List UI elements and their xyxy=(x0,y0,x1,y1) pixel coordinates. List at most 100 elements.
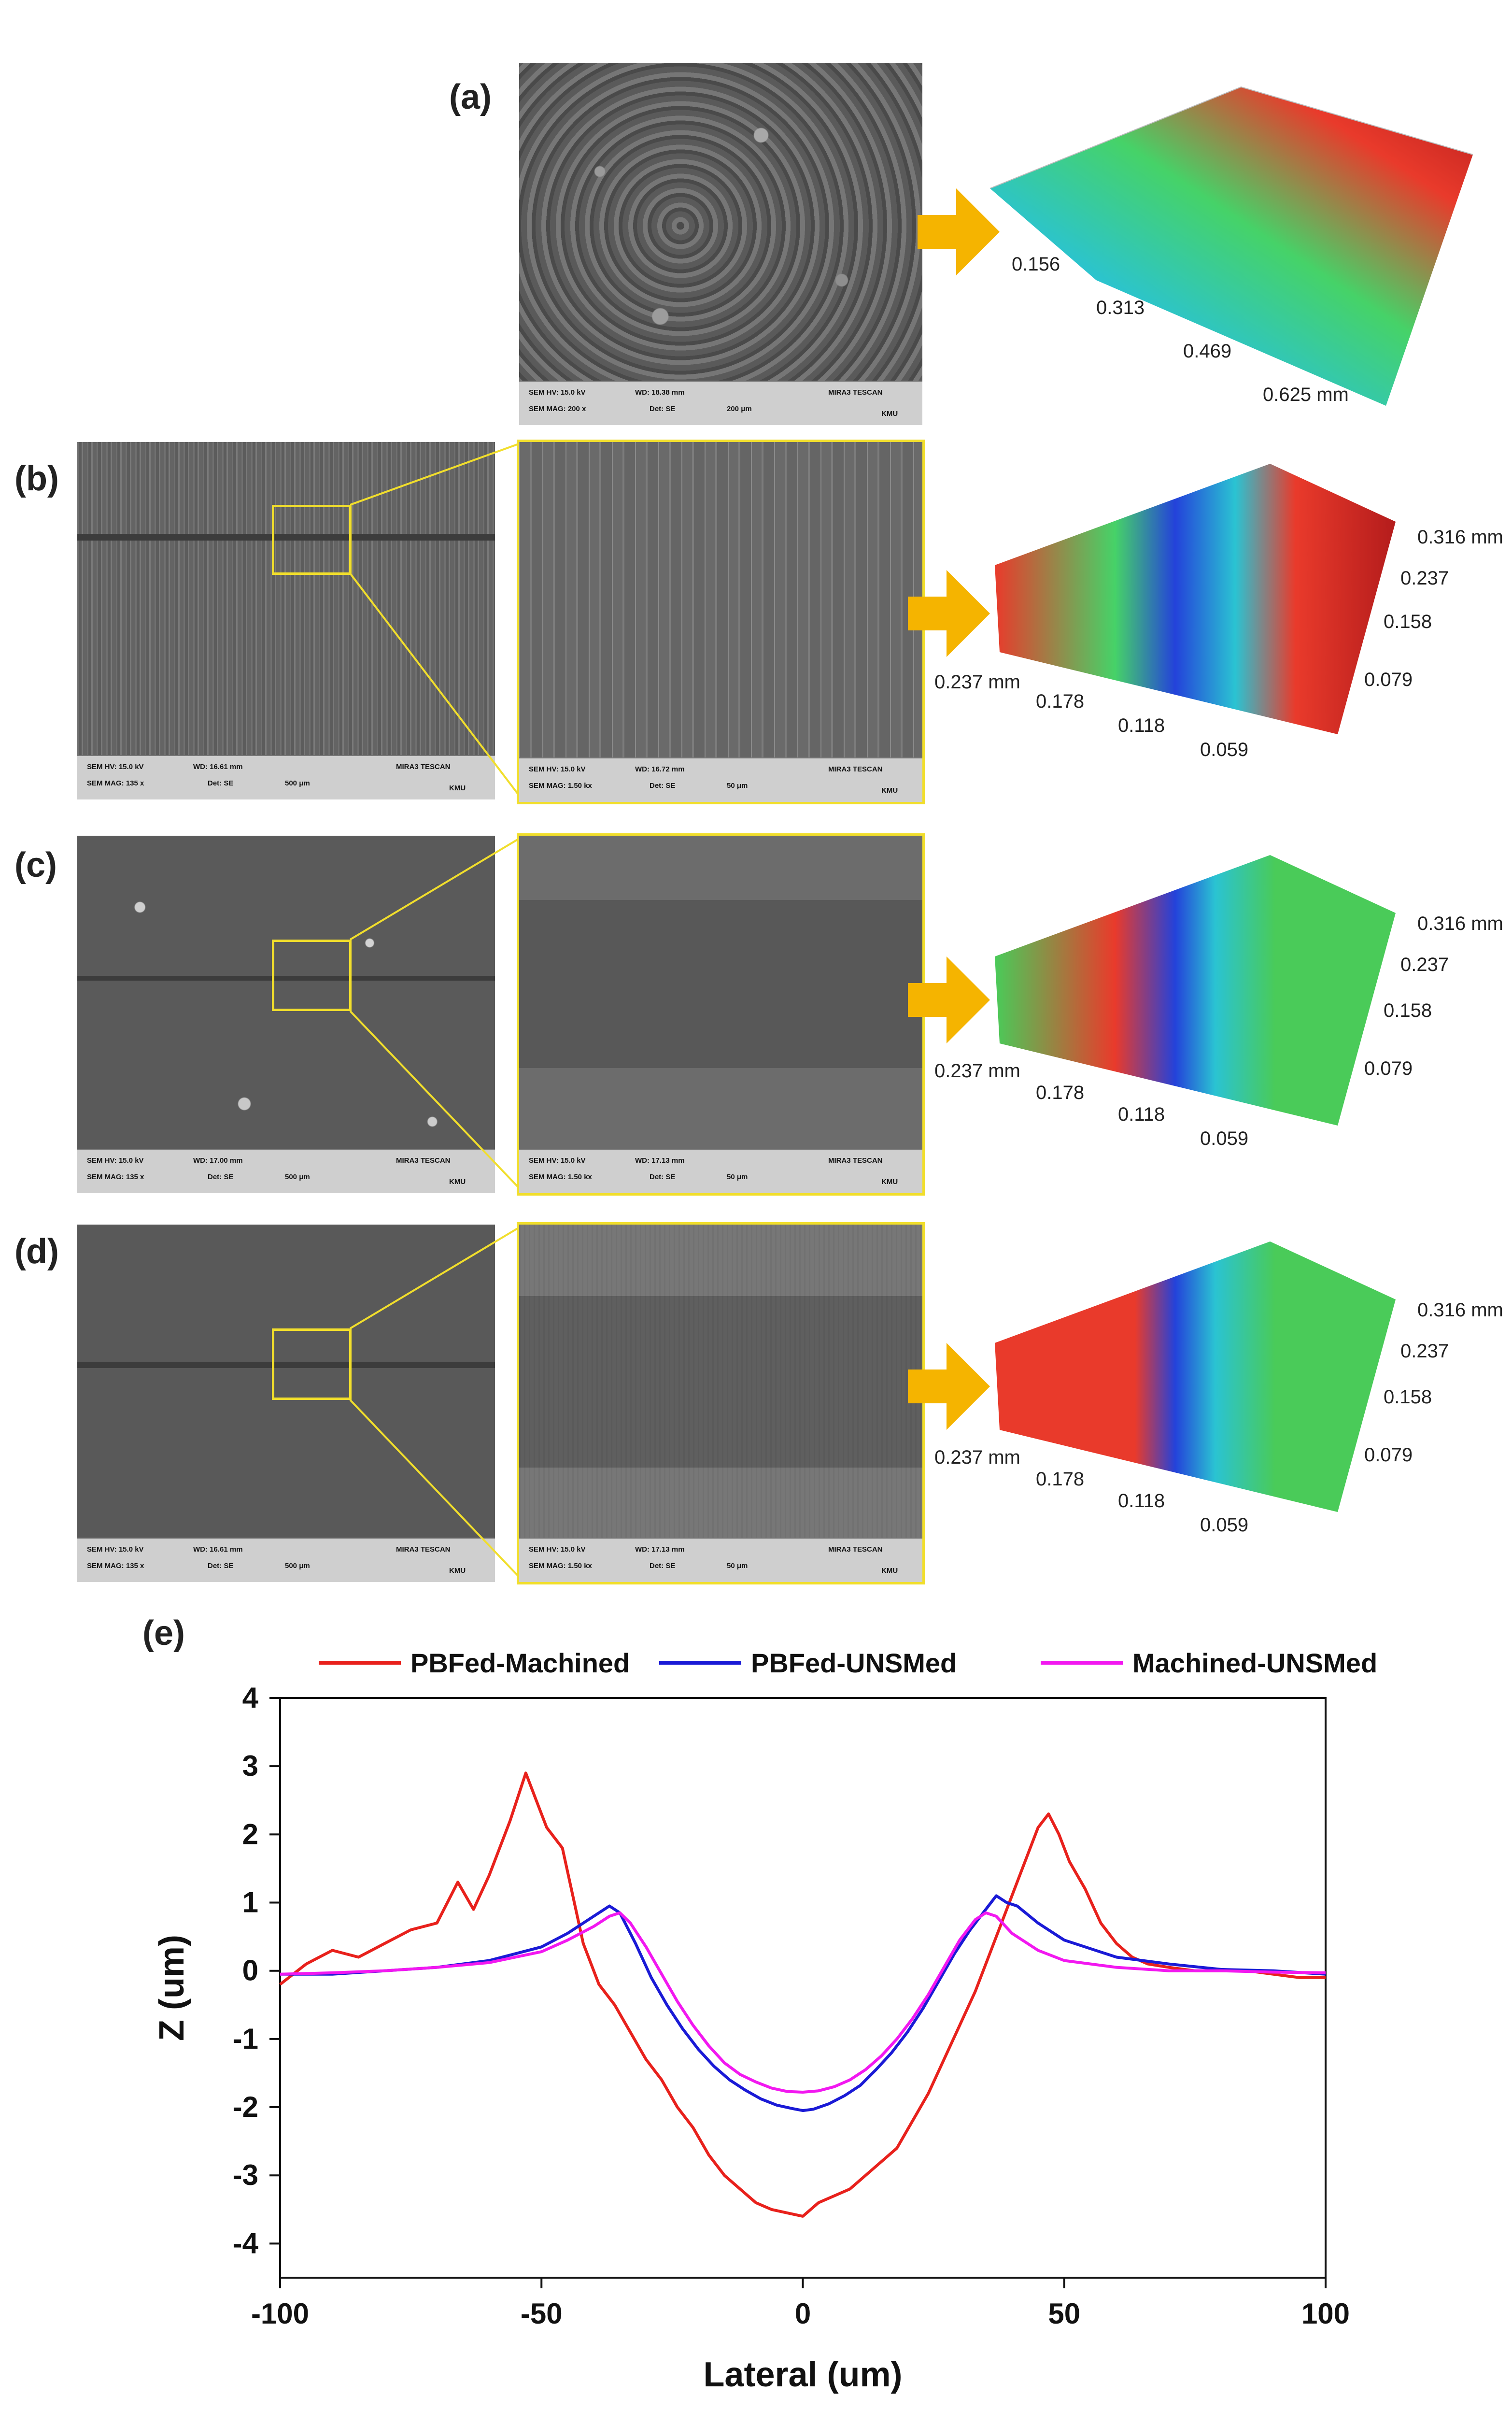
zoom-frame-c xyxy=(517,833,925,1196)
sem-image-a: SEM HV: 15.0 kV WD: 18.38 mm SEM MAG: 20… xyxy=(519,63,922,425)
sem-det-b-low: Det: SE xyxy=(208,779,234,787)
sem-mag-b-low: SEM MAG: 135 x xyxy=(87,779,144,787)
sem-mag-c-high: SEM MAG: 1.50 kx xyxy=(529,1173,592,1181)
arrow-shape xyxy=(908,1343,990,1430)
axis-x-b-3: 0.059 xyxy=(1200,739,1249,760)
sem-infobar-a: SEM HV: 15.0 kV WD: 18.38 mm SEM MAG: 20… xyxy=(519,381,922,425)
x-tick-label-1: -50 xyxy=(521,2297,563,2330)
sem-wd-c-low: WD: 17.00 mm xyxy=(193,1156,243,1165)
y-tick-label-2: -2 xyxy=(233,2091,258,2123)
sem-scale-b-low: 500 μm xyxy=(285,779,310,787)
sem-org-a: KMU xyxy=(881,410,898,418)
axis-z-b-1: 0.237 xyxy=(1400,568,1449,589)
sem-scale-c-low: 500 μm xyxy=(285,1173,310,1181)
wear-track-d xyxy=(77,1362,495,1368)
sem-wd-c-high: WD: 17.13 mm xyxy=(635,1156,685,1165)
sem-image-d-high: SEM HV: 15.0 kV WD: 17.13 mm SEM MAG: 1.… xyxy=(519,1225,922,1582)
sem-mag-b-high: SEM MAG: 1.50 kx xyxy=(529,782,592,790)
sem-infobar-d-low: SEM HV: 15.0 kV WD: 16.61 mm SEM MAG: 13… xyxy=(77,1538,495,1582)
sem-org-c-low: KMU xyxy=(449,1178,466,1186)
sem-hv-b-high: SEM HV: 15.0 kV xyxy=(529,765,586,773)
chart-ylabel: Z (um) xyxy=(153,1935,191,2041)
sem-image-b-high: SEM HV: 15.0 kV WD: 16.72 mm SEM MAG: 1.… xyxy=(519,442,922,802)
arrow-shape xyxy=(908,956,990,1043)
axis-z-c-2: 0.158 xyxy=(1384,1000,1432,1021)
zoom-box-c xyxy=(272,940,352,1011)
surface-a xyxy=(990,87,1473,406)
y-tick-label-3: -1 xyxy=(233,2023,258,2055)
sem-brand-c-high: MIRA3 TESCAN xyxy=(828,1156,883,1165)
sem-org-b-low: KMU xyxy=(449,784,466,792)
surface-plot-a xyxy=(989,86,1473,406)
axis-z-d-2: 0.158 xyxy=(1384,1386,1432,1408)
sem-det-c-high: Det: SE xyxy=(650,1173,676,1181)
panel-label-c: (c) xyxy=(14,846,57,885)
surface-a-grid xyxy=(989,86,1473,189)
zoom-line-d-bottom xyxy=(349,1399,525,1583)
sem-det-b-high: Det: SE xyxy=(650,782,676,790)
axis-x-d-3: 0.059 xyxy=(1200,1514,1249,1536)
sem-hv-c-low: SEM HV: 15.0 kV xyxy=(87,1156,144,1165)
x-tick-label-4: 100 xyxy=(1301,2297,1350,2330)
surface-c xyxy=(995,855,1396,1126)
axis-x-b-1: 0.178 xyxy=(1036,691,1085,712)
axis-x-b-2: 0.118 xyxy=(1118,715,1165,736)
axis-z-c-1: 0.237 xyxy=(1400,954,1449,975)
sem-det-d-low: Det: SE xyxy=(208,1562,234,1570)
axis-z-c-3: 0.079 xyxy=(1364,1058,1413,1079)
sem-wd-a: WD: 18.38 mm xyxy=(635,388,685,397)
series-line-1 xyxy=(280,1894,1326,2112)
axis-x-c-0: 0.237 mm xyxy=(934,1060,1020,1082)
axis-x-c-1: 0.178 xyxy=(1036,1082,1085,1103)
zoom-box-d xyxy=(272,1328,352,1400)
axis-label-a-1: 0.313 xyxy=(1096,297,1145,318)
sem-brand-c-low: MIRA3 TESCAN xyxy=(396,1156,451,1165)
plot-frame xyxy=(279,1697,1327,2279)
axis-x-c-3: 0.059 xyxy=(1200,1128,1249,1149)
sem-det-a: Det: SE xyxy=(650,405,676,413)
chart-xlabel: Lateral (um) xyxy=(703,2355,902,2394)
axis-z-b-2: 0.158 xyxy=(1384,611,1432,632)
sem-brand-b-low: MIRA3 TESCAN xyxy=(396,763,451,771)
zoom-frame-d xyxy=(517,1222,925,1584)
sem-infobar-d-high: SEM HV: 15.0 kV WD: 17.13 mm SEM MAG: 1.… xyxy=(519,1538,922,1582)
x-tick-label-3: 50 xyxy=(1048,2297,1080,2330)
sem-mag-c-low: SEM MAG: 135 x xyxy=(87,1173,144,1181)
arrow-icon xyxy=(908,570,990,657)
zoom-lines-b xyxy=(349,442,525,802)
zoom-frame-b xyxy=(517,440,925,804)
panel-label-e: (e) xyxy=(142,1614,185,1653)
sem-infobar-b-high: SEM HV: 15.0 kV WD: 16.72 mm SEM MAG: 1.… xyxy=(519,757,922,802)
surface-plot-b xyxy=(995,464,1396,734)
legend-label-2: Machined-UNSMed xyxy=(1132,1648,1377,1678)
sem-det-d-high: Det: SE xyxy=(650,1562,676,1570)
surface-d xyxy=(995,1241,1396,1512)
arrow-icon xyxy=(908,956,990,1043)
sem-hv-d-high: SEM HV: 15.0 kV xyxy=(529,1545,586,1554)
chart-series xyxy=(279,1771,1326,2218)
arrow-icon xyxy=(918,188,1000,275)
axis-z-b-0: 0.316 mm xyxy=(1417,527,1503,548)
zoom-line-b-top xyxy=(350,442,524,506)
axis-z-d-0: 0.316 mm xyxy=(1417,1299,1503,1321)
arrow-icon xyxy=(908,1343,990,1430)
sem-wd-b-high: WD: 16.72 mm xyxy=(635,765,685,773)
sem-brand-d-low: MIRA3 TESCAN xyxy=(396,1545,451,1554)
axis-z-d-1: 0.237 xyxy=(1400,1341,1449,1362)
sem-scale-b-high: 50 μm xyxy=(727,782,748,790)
axis-x-d-0: 0.237 mm xyxy=(934,1447,1020,1468)
series-line-0 xyxy=(279,1771,1326,2218)
panel-label-a: (a) xyxy=(449,78,492,116)
legend-label-0: PBFed-Machined xyxy=(410,1648,630,1678)
axis-label-a-3: 0.625 mm xyxy=(1263,384,1349,405)
sem-org-d-low: KMU xyxy=(449,1567,466,1575)
chart-legend: PBFed-Machined PBFed-UNSMed Machined-UNSMe… xyxy=(319,1648,1377,1678)
sem-brand-b-high: MIRA3 TESCAN xyxy=(828,765,883,773)
axis-label-a-2: 0.469 xyxy=(1183,341,1232,362)
sem-scale-d-high: 50 μm xyxy=(727,1562,748,1570)
sem-mag-d-low: SEM MAG: 135 x xyxy=(87,1562,144,1570)
y-tick-label-8: 4 xyxy=(242,1682,259,1714)
x-tick-label-0: -100 xyxy=(251,2297,309,2330)
y-tick-label-0: -4 xyxy=(233,2227,259,2259)
zoom-box-b xyxy=(272,505,352,575)
